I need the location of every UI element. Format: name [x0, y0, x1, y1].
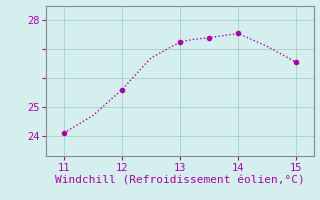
- X-axis label: Windchill (Refroidissement éolien,°C): Windchill (Refroidissement éolien,°C): [55, 176, 305, 186]
